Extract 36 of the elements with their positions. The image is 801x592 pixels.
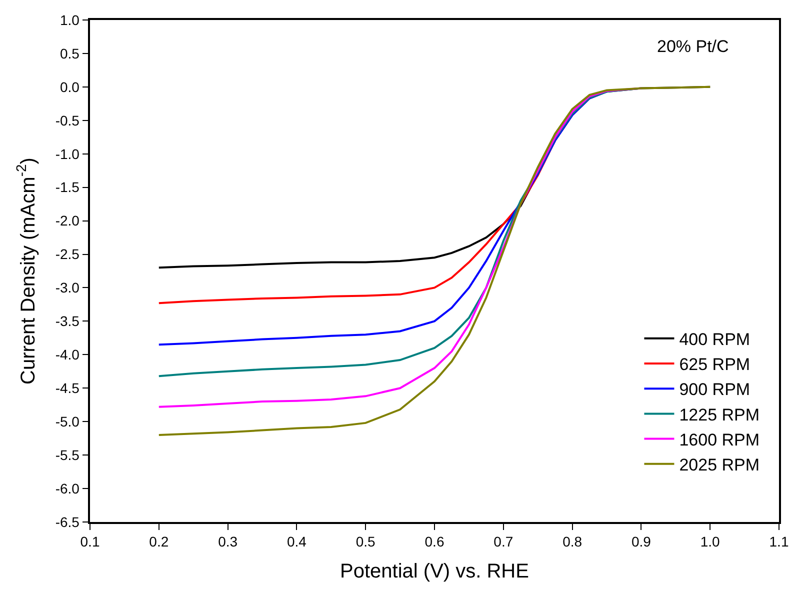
x-axis-title: Potential (V) vs. RHE bbox=[340, 560, 529, 583]
legend-label: 625 RPM bbox=[679, 355, 750, 374]
y-tick-label: -1.5 bbox=[55, 179, 80, 196]
y-tick-label: -2.5 bbox=[55, 246, 80, 262]
annotation: 20% Pt/C bbox=[657, 37, 729, 56]
y-tick-label: -2.0 bbox=[55, 212, 80, 229]
x-tick-label: 1.0 bbox=[700, 534, 720, 550]
x-tick-label: 0.6 bbox=[424, 534, 444, 550]
y-tick-label: 1.0 bbox=[60, 12, 80, 28]
legend-label: 1225 RPM bbox=[679, 405, 760, 424]
y-tick-label: -1.0 bbox=[55, 146, 80, 162]
legend-label: 900 RPM bbox=[679, 380, 750, 400]
line-series bbox=[158, 90, 608, 346]
y-tick-label: -6.0 bbox=[55, 480, 80, 496]
y-tick-label: -3.0 bbox=[55, 280, 80, 296]
x-tick-label: 0.2 bbox=[149, 534, 169, 550]
x-tick-label: 0.9 bbox=[631, 534, 652, 550]
x-tick-label: 0.8 bbox=[562, 534, 582, 550]
y-tick-label: 0.0 bbox=[60, 78, 80, 95]
y-tick-label: -4.5 bbox=[55, 380, 80, 396]
x-tick-label: 0.3 bbox=[218, 534, 238, 550]
x-tick-label: 1.1 bbox=[769, 534, 789, 550]
y-tick-label: -5.0 bbox=[55, 414, 80, 430]
x-tick-label: 0.4 bbox=[286, 534, 307, 550]
legend-label: 400 RPM bbox=[679, 330, 750, 350]
x-tick-label: 0.5 bbox=[356, 534, 376, 550]
y-tick-label: -5.5 bbox=[55, 446, 80, 463]
x-tick-label: 0.1 bbox=[80, 534, 100, 550]
y-tick-label: 0.5 bbox=[60, 45, 80, 62]
legend-label: 2025 RPM bbox=[679, 456, 760, 475]
legend-label: 1600 RPM bbox=[679, 430, 760, 450]
y-tick-label: -4.0 bbox=[55, 346, 80, 363]
x-tick-label: 0.7 bbox=[494, 534, 514, 550]
y-tick-label: -3.5 bbox=[55, 313, 80, 330]
y-tick-label: -6.5 bbox=[55, 514, 80, 530]
y-tick-label: -0.5 bbox=[55, 112, 80, 128]
